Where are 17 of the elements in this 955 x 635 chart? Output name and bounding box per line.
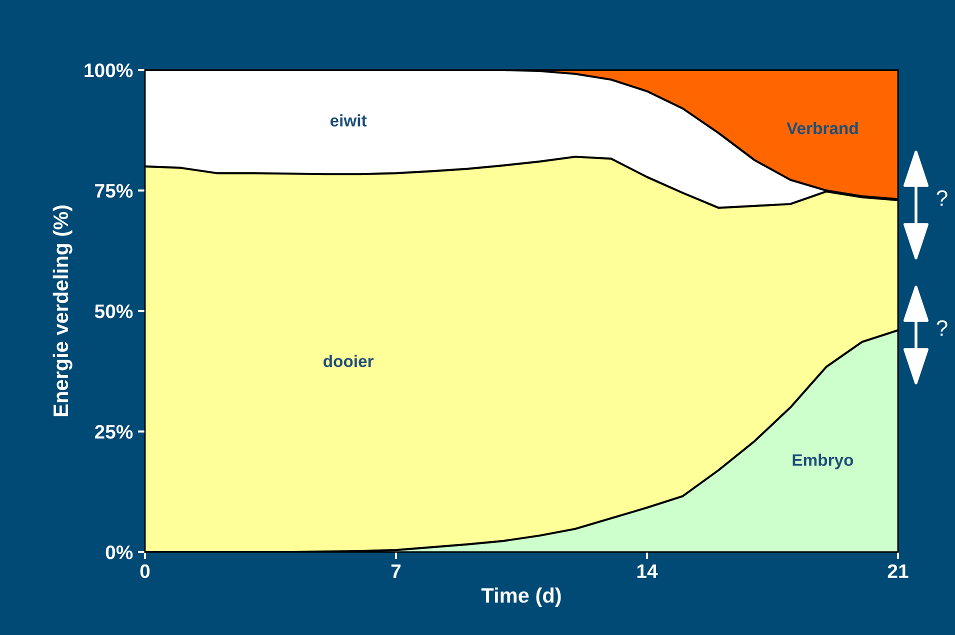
text: ? (936, 320, 948, 336)
x-tick-label: 7 (391, 564, 401, 578)
y-tick-label: 75% (95, 184, 133, 198)
x-tick-label: 21 (888, 564, 908, 578)
y-tick-label: 50% (94, 304, 133, 318)
text: ? (936, 190, 948, 206)
y-tick-label: 100% (84, 63, 133, 78)
series-label: eiwit (330, 114, 367, 127)
y-tick-label: 0% (106, 545, 133, 560)
series-label: Embryo (792, 454, 854, 470)
x-tick-label: 0 (140, 564, 150, 578)
series-label: dooier (324, 354, 374, 368)
y-tick-label: 25% (94, 424, 133, 439)
series-label: Verbrand (786, 122, 858, 134)
x-tick-label: 14 (637, 564, 658, 578)
x-axis-title: Time (d) (481, 587, 561, 607)
y-axis-title: Energie verdeling (%) (52, 206, 72, 416)
